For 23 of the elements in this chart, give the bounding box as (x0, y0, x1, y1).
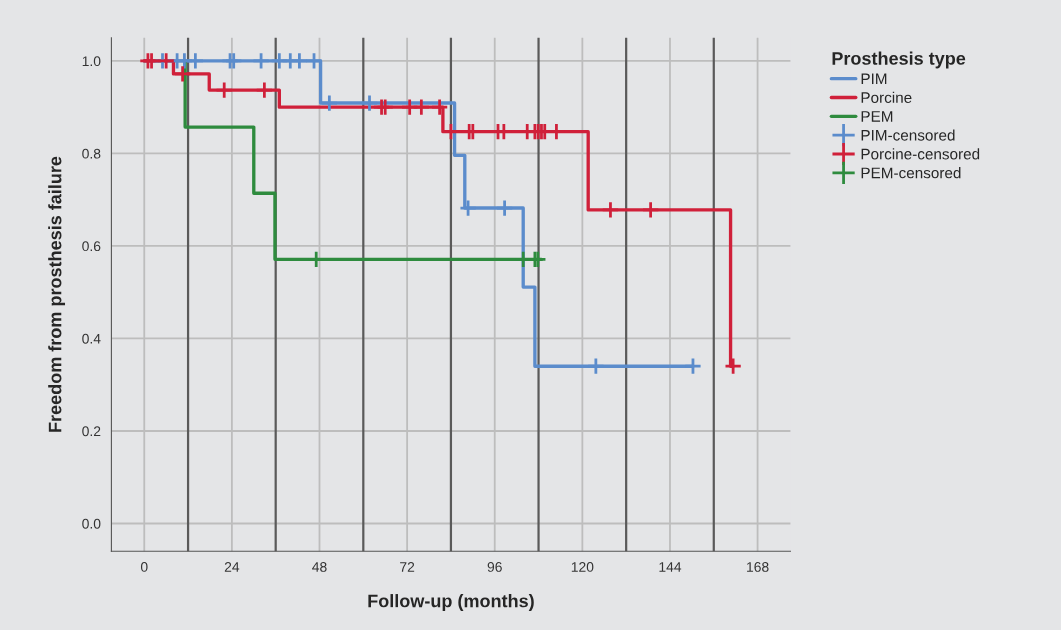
x-tick-label: 24 (224, 562, 240, 572)
x-tick-label: 48 (312, 562, 327, 572)
x-tick-label: 0 (140, 562, 148, 572)
legend-label: PIM (861, 73, 887, 85)
legend-label: PEM-censored (861, 167, 961, 179)
legend-label: PEM (861, 111, 893, 122)
y-tick-label: 0.4 (82, 333, 101, 344)
y-tick-label: 0.0 (82, 518, 101, 529)
legend-label: Porcine (861, 91, 912, 104)
x-tick-label: 72 (400, 562, 415, 572)
legend-label: Porcine-censored (861, 148, 980, 160)
x-tick-label: 120 (571, 562, 594, 572)
legend-label: PIM-censored (861, 129, 955, 141)
y-axis-title: Freedom from prosthesis failure (48, 156, 66, 432)
x-axis-title: Follow-up (months) (368, 594, 534, 611)
y-tick-label: 1.0 (82, 56, 101, 67)
y-tick-label: 0.2 (82, 426, 101, 437)
x-tick-label: 144 (659, 562, 682, 572)
y-tick-label: 0.6 (82, 241, 101, 252)
legend-title: Prosthesis type (832, 51, 966, 69)
x-tick-label: 96 (487, 562, 502, 572)
y-tick-label: 0.8 (82, 148, 101, 159)
x-tick-label: 168 (747, 562, 769, 572)
